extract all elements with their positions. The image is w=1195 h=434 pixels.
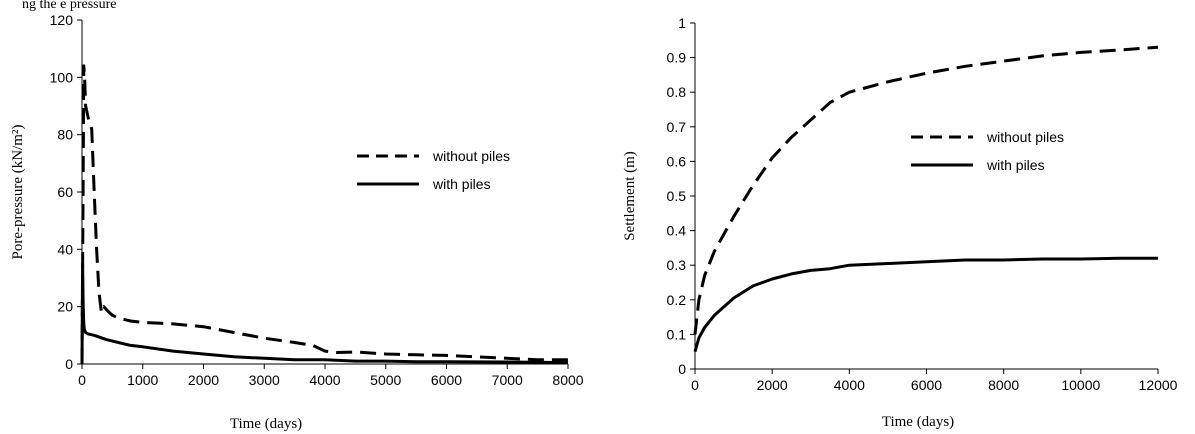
series-line-with-piles <box>693 256 1158 353</box>
y-tick-label: 100 <box>50 69 74 85</box>
y-tick-label: 0 <box>65 356 73 372</box>
x-tick-label: 3000 <box>249 372 280 388</box>
y-tick-label: 20 <box>57 299 73 315</box>
x-axis-title: Time (days) <box>882 414 954 430</box>
x-tick-label: 8000 <box>552 372 583 388</box>
y-tick-label: 40 <box>57 241 73 257</box>
y-tick-label: 0.9 <box>667 50 687 66</box>
x-tick-label: 2000 <box>757 377 788 393</box>
x-axis-title: Time (days) <box>230 416 302 432</box>
y-tick-label: 60 <box>57 184 73 200</box>
legend-label: without piles <box>432 148 510 164</box>
x-tick-label: 12000 <box>1139 377 1178 393</box>
y-tick-label: 1 <box>678 15 686 31</box>
x-tick-label: 8000 <box>988 377 1019 393</box>
y-axis-title: Pore-pressure (kN/m²) <box>10 125 26 260</box>
x-tick-label: 4000 <box>834 377 865 393</box>
y-tick-label: 0.8 <box>667 84 687 100</box>
y-tick-label: 120 <box>50 12 74 28</box>
legend-label: without piles <box>986 129 1064 145</box>
x-tick-label: 4000 <box>309 372 340 388</box>
x-tick-label: 5000 <box>370 372 401 388</box>
x-tick-label: 6000 <box>431 372 462 388</box>
caption-fragment: ng the e pressure <box>22 0 116 12</box>
series-line-with-piles <box>80 262 569 365</box>
y-tick-label: 0.6 <box>667 153 687 169</box>
y-tick-label: 80 <box>57 127 73 143</box>
x-tick-label: 7000 <box>492 372 523 388</box>
series-line-without-piles <box>80 64 568 365</box>
x-tick-label: 6000 <box>911 377 942 393</box>
y-tick-label: 0.1 <box>667 326 687 342</box>
y-tick-label: 0 <box>678 361 686 377</box>
legend-label: with piles <box>986 157 1045 173</box>
x-tick-label: 10000 <box>1061 377 1100 393</box>
y-tick-label: 0.4 <box>667 223 687 239</box>
series-line-without-piles <box>693 45 1159 335</box>
x-tick-label: 0 <box>691 377 699 393</box>
y-axis-title: Settlement (m) <box>622 151 638 241</box>
y-tick-label: 0.3 <box>667 257 687 273</box>
x-tick-label: 2000 <box>188 372 219 388</box>
x-tick-label: 0 <box>78 372 86 388</box>
x-tick-label: 1000 <box>127 372 158 388</box>
legend-label: with piles <box>432 176 491 192</box>
y-tick-label: 0.2 <box>667 292 687 308</box>
y-tick-label: 0.5 <box>667 188 687 204</box>
pore-pressure-chart: 0 20 40 60 80 100 120 0 1000 2000 3000 4000 5000 6000… <box>10 12 584 432</box>
y-tick-label: 0.7 <box>667 119 687 135</box>
settlement-chart: 0 0.1 0.2 0.3 0.4 0.5 0.6 0.7 0.8 0.9 1 0 2000 4000 60… <box>622 15 1178 430</box>
